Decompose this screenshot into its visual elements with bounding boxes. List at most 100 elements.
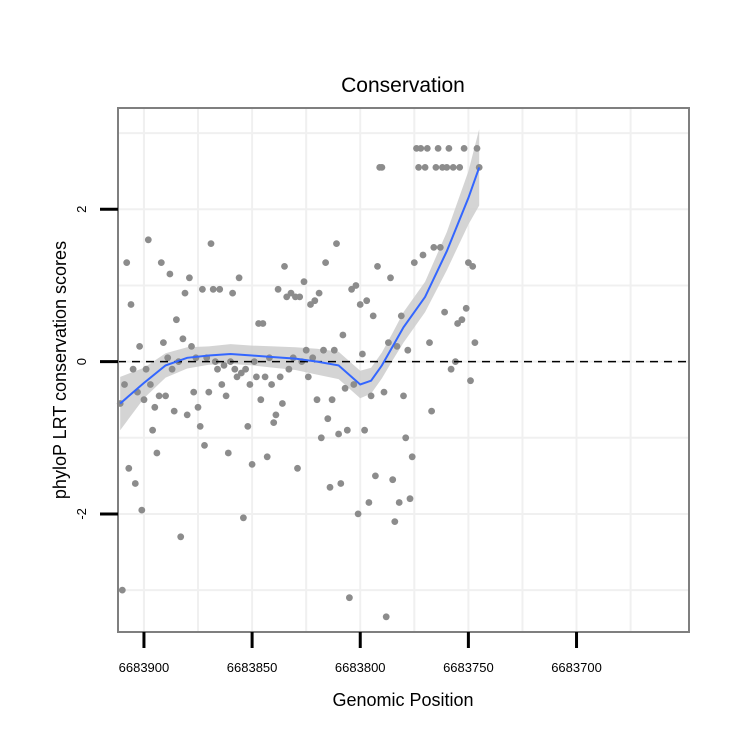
- data-point: [428, 407, 435, 415]
- data-point: [417, 145, 425, 152]
- data-point: [378, 164, 386, 171]
- data-point: [363, 297, 371, 305]
- data-point: [423, 145, 431, 152]
- data-point: [196, 423, 204, 430]
- data-point: [183, 411, 191, 419]
- data-point: [218, 381, 226, 388]
- data-point: [296, 293, 304, 301]
- data-point: [123, 259, 131, 266]
- data-point: [471, 339, 479, 346]
- data-point: [229, 289, 237, 297]
- data-point: [173, 316, 180, 324]
- data-point: [406, 495, 414, 503]
- data-point: [257, 396, 265, 404]
- data-point: [179, 335, 187, 343]
- y-tick-label: -2: [74, 508, 89, 520]
- data-point: [276, 373, 284, 381]
- data-point: [149, 426, 157, 434]
- data-point: [285, 365, 293, 373]
- x-axis-title: Genomic Position: [332, 690, 473, 710]
- y-axis: -2 0 2: [74, 206, 118, 520]
- data-point: [162, 392, 170, 400]
- data-point: [153, 449, 161, 457]
- y-tick-label: 2: [74, 206, 89, 213]
- data-point: [274, 285, 282, 293]
- data-point: [168, 365, 176, 373]
- data-point: [222, 392, 230, 400]
- data-point: [365, 499, 373, 506]
- data-point: [157, 259, 165, 266]
- data-point: [127, 301, 135, 308]
- data-point: [419, 251, 427, 259]
- data-point: [432, 164, 440, 171]
- data-point: [443, 164, 451, 171]
- data-point: [211, 358, 219, 365]
- data-point: [188, 343, 195, 350]
- data-point: [246, 381, 254, 388]
- data-point: [374, 263, 381, 270]
- panel-border: [117, 107, 690, 633]
- data-point: [170, 407, 178, 415]
- data-point: [469, 263, 477, 270]
- data-point: [322, 259, 329, 266]
- data-point: [397, 312, 405, 320]
- data-point: [313, 396, 321, 404]
- data-points: [116, 145, 483, 621]
- data-point: [240, 514, 247, 522]
- data-point: [441, 308, 448, 316]
- data-point: [207, 240, 215, 248]
- data-point: [356, 301, 364, 308]
- data-point: [304, 373, 312, 381]
- data-point: [270, 419, 278, 426]
- data-point: [421, 164, 429, 171]
- data-point: [402, 434, 410, 442]
- data-point: [142, 365, 150, 373]
- data-point: [387, 274, 394, 282]
- data-point: [186, 274, 193, 282]
- data-point: [259, 320, 267, 327]
- data-point: [382, 613, 390, 621]
- data-point: [194, 403, 202, 411]
- data-point: [248, 461, 256, 468]
- data-point: [447, 365, 455, 373]
- data-point: [231, 365, 239, 373]
- data-point: [224, 449, 232, 457]
- data-point: [410, 259, 418, 266]
- data-point: [220, 362, 228, 369]
- data-point: [408, 453, 416, 461]
- data-point: [129, 365, 137, 373]
- data-point: [136, 343, 144, 350]
- data-point: [151, 403, 159, 411]
- data-point: [426, 339, 433, 346]
- data-point: [214, 365, 221, 373]
- data-point: [144, 236, 152, 244]
- data-point: [393, 343, 401, 350]
- data-point: [268, 381, 275, 388]
- data-point: [391, 518, 399, 525]
- data-point: [263, 453, 271, 461]
- data-point: [445, 145, 453, 152]
- x-tick-label: 6683750: [443, 660, 494, 675]
- data-point: [449, 164, 457, 171]
- smooth-line-group: [119, 167, 481, 405]
- data-point: [430, 244, 438, 251]
- data-point: [352, 282, 360, 289]
- data-point: [125, 464, 133, 472]
- data-point: [389, 476, 397, 484]
- y-tick-label: 0: [74, 358, 89, 365]
- data-point: [415, 164, 422, 171]
- data-point: [460, 145, 468, 152]
- data-point: [166, 270, 174, 278]
- data-point: [121, 381, 128, 388]
- data-point: [244, 423, 252, 430]
- data-point: [337, 480, 345, 487]
- x-tick-label: 6683700: [551, 660, 602, 675]
- data-point: [190, 388, 198, 396]
- data-point: [395, 499, 403, 506]
- data-point: [118, 586, 126, 594]
- data-point: [164, 354, 172, 362]
- data-point: [380, 388, 388, 396]
- data-point: [233, 373, 241, 381]
- chart-title: Conservation: [341, 74, 465, 97]
